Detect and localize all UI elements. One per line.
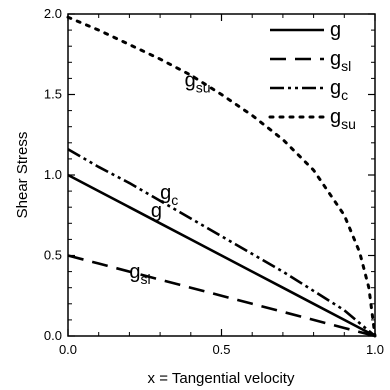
legend-label-gsu-base: g — [330, 106, 341, 128]
legend-label-gsu: gsu — [330, 106, 356, 132]
legend-label-g-base: g — [330, 19, 341, 41]
legend-label-gsl: gsl — [330, 48, 351, 74]
annotation-label: gsl — [129, 261, 150, 287]
annotation-label: g — [151, 200, 162, 222]
series-line-gsl — [67, 254, 376, 338]
annotation-label-base: g — [160, 182, 171, 204]
y-tick-label: 0.0 — [44, 328, 62, 343]
legend-label-gc-sub: c — [341, 87, 348, 103]
legend-label-gsl-base: g — [330, 48, 341, 70]
annotation-label: gsu — [185, 69, 211, 95]
legend-label-gc-base: g — [330, 77, 341, 99]
annotation-label-base: g — [185, 69, 196, 91]
series-line-gsu — [66, 15, 377, 338]
y-tick-label: 0.5 — [44, 248, 62, 263]
annotation-label-sub: c — [171, 192, 178, 208]
annotation-label-base: g — [129, 261, 140, 283]
annotation-label: gc — [160, 182, 178, 208]
y-tick-label: 1.0 — [44, 167, 62, 182]
x-axis-title: x = Tangential velocity — [148, 370, 295, 387]
y-tick-label: 2.0 — [44, 6, 62, 21]
annotation-label-base: g — [151, 200, 162, 222]
annotation-label-sub: sl — [141, 271, 151, 287]
y-tick-label: 1.5 — [44, 87, 62, 102]
legend-label-gsl-sub: sl — [341, 58, 351, 74]
annotation-label-sub: su — [196, 79, 211, 95]
tick-labels: 0.0 0.5 1.0 1.5 2.0 0.0 0.5 1.0 — [44, 6, 384, 357]
x-tick-label: 0.0 — [59, 342, 77, 357]
series-lines — [66, 15, 377, 338]
legend-label-gsu-sub: su — [341, 116, 356, 132]
x-tick-label: 1.0 — [366, 342, 384, 357]
y-axis-title: Shear Stress — [14, 132, 31, 219]
legend-label-gc: gc — [330, 77, 348, 103]
legend-label-g: g — [330, 19, 341, 41]
series-line-g — [67, 173, 376, 338]
series-line-gc — [67, 148, 376, 337]
x-tick-label: 0.5 — [212, 342, 230, 357]
